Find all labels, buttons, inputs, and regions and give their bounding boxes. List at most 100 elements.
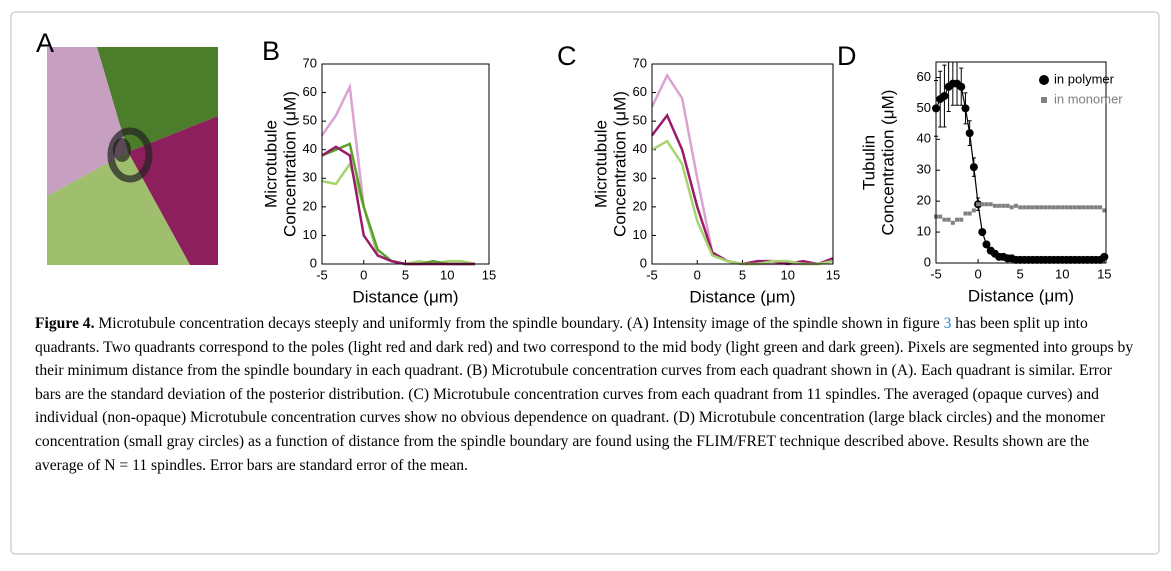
x-tick-label: 0 bbox=[974, 266, 981, 281]
marker bbox=[1100, 252, 1109, 261]
y-tick-label: 40 bbox=[633, 141, 647, 156]
marker bbox=[1047, 205, 1052, 210]
x-tick-label: 10 bbox=[781, 267, 795, 282]
plot-frame bbox=[321, 63, 490, 265]
marker bbox=[1056, 205, 1061, 210]
marker bbox=[955, 217, 960, 222]
y-tick-label: 60 bbox=[917, 69, 931, 84]
y-axis-label: Microtubule bbox=[261, 120, 280, 208]
y-axis-label: Concentration (μM) bbox=[280, 91, 299, 237]
series-line bbox=[935, 83, 1105, 261]
marker bbox=[997, 203, 1002, 208]
y-tick-label: 70 bbox=[303, 55, 317, 70]
y-tick-label: 10 bbox=[303, 227, 317, 242]
y-axis-label: Concentration (μM) bbox=[610, 91, 629, 237]
marker bbox=[982, 240, 991, 249]
y-tick-label: 50 bbox=[633, 113, 647, 128]
marker bbox=[942, 217, 947, 222]
marker bbox=[1089, 205, 1094, 210]
marker bbox=[1060, 205, 1065, 210]
panel-label: A bbox=[36, 28, 54, 58]
marker bbox=[959, 217, 964, 222]
x-axis-label: Distance (μm) bbox=[968, 286, 1074, 305]
marker bbox=[1072, 205, 1077, 210]
y-tick-label: 50 bbox=[303, 113, 317, 128]
series-line bbox=[321, 145, 476, 266]
marker bbox=[961, 104, 970, 113]
marker bbox=[1013, 203, 1018, 208]
marker bbox=[1009, 205, 1014, 210]
caption-text: Microtubule concentration decays steeply… bbox=[98, 315, 940, 332]
marker bbox=[965, 129, 974, 138]
marker bbox=[1068, 205, 1073, 210]
y-tick-label: 30 bbox=[917, 162, 931, 177]
marker bbox=[1022, 205, 1027, 210]
marker bbox=[980, 202, 985, 207]
caption: Figure 4. Microtubule concentration deca… bbox=[35, 312, 1135, 477]
y-tick-label: 40 bbox=[303, 141, 317, 156]
x-axis-label: Distance (μm) bbox=[352, 287, 458, 306]
series-line bbox=[651, 112, 834, 266]
marker bbox=[976, 202, 981, 207]
x-tick-label: 5 bbox=[1017, 266, 1024, 281]
y-tick-label: 50 bbox=[917, 100, 931, 115]
series-line bbox=[650, 72, 834, 266]
series-line bbox=[321, 161, 476, 266]
marker bbox=[969, 163, 978, 172]
x-tick-label: 0 bbox=[360, 267, 367, 282]
marker bbox=[1077, 205, 1082, 210]
y-tick-label: 20 bbox=[633, 198, 647, 213]
y-tick-label: 40 bbox=[917, 131, 931, 146]
marker bbox=[1034, 205, 1039, 210]
marker bbox=[1001, 203, 1006, 208]
y-axis-label: Microtubule bbox=[591, 120, 610, 208]
marker bbox=[992, 203, 997, 208]
figure-ref[interactable]: 3 bbox=[943, 315, 952, 332]
y-axis-label: Concentration (μM) bbox=[878, 90, 897, 236]
marker bbox=[950, 220, 955, 225]
panel-label: B bbox=[262, 36, 280, 66]
x-tick-label: 15 bbox=[482, 267, 496, 282]
x-tick-label: 15 bbox=[826, 267, 840, 282]
x-tick-label: -5 bbox=[930, 266, 942, 281]
marker bbox=[1039, 205, 1044, 210]
y-tick-label: 60 bbox=[633, 84, 647, 99]
marker bbox=[946, 217, 951, 222]
marker bbox=[1005, 203, 1010, 208]
legend-marker bbox=[1039, 75, 1049, 85]
panel-label: C bbox=[557, 41, 577, 71]
series-line bbox=[320, 82, 476, 266]
x-tick-label: -5 bbox=[316, 267, 328, 282]
plot-frame bbox=[651, 63, 834, 265]
y-tick-label: 30 bbox=[303, 170, 317, 185]
quadrant bbox=[97, 47, 218, 152]
figure-frame bbox=[10, 11, 1160, 555]
x-tick-label: 15 bbox=[1097, 266, 1111, 281]
marker bbox=[1051, 205, 1056, 210]
y-tick-label: 30 bbox=[633, 170, 647, 185]
caption-text: has been split up into quadrants. Two qu… bbox=[35, 315, 1134, 474]
marker bbox=[1098, 205, 1103, 210]
marker bbox=[963, 211, 968, 216]
legend-label: in monomer bbox=[1054, 91, 1123, 106]
x-tick-label: 10 bbox=[440, 267, 454, 282]
y-tick-label: 10 bbox=[917, 224, 931, 239]
legend-marker bbox=[1041, 97, 1047, 103]
plot-frame bbox=[935, 61, 1107, 264]
legend-label: in polymer bbox=[1054, 71, 1115, 86]
marker bbox=[1081, 205, 1086, 210]
marker bbox=[938, 214, 943, 219]
x-tick-label: 5 bbox=[739, 267, 746, 282]
marker bbox=[940, 92, 949, 101]
y-tick-label: 0 bbox=[310, 255, 317, 270]
y-tick-label: 0 bbox=[924, 254, 931, 269]
caption-label: Figure 4. bbox=[35, 315, 95, 332]
spindle bbox=[107, 127, 153, 183]
series-line bbox=[651, 139, 834, 266]
x-axis-label: Distance (μm) bbox=[689, 287, 795, 306]
marker bbox=[971, 208, 976, 213]
y-tick-label: 10 bbox=[633, 227, 647, 242]
panel-a-image bbox=[47, 47, 218, 265]
